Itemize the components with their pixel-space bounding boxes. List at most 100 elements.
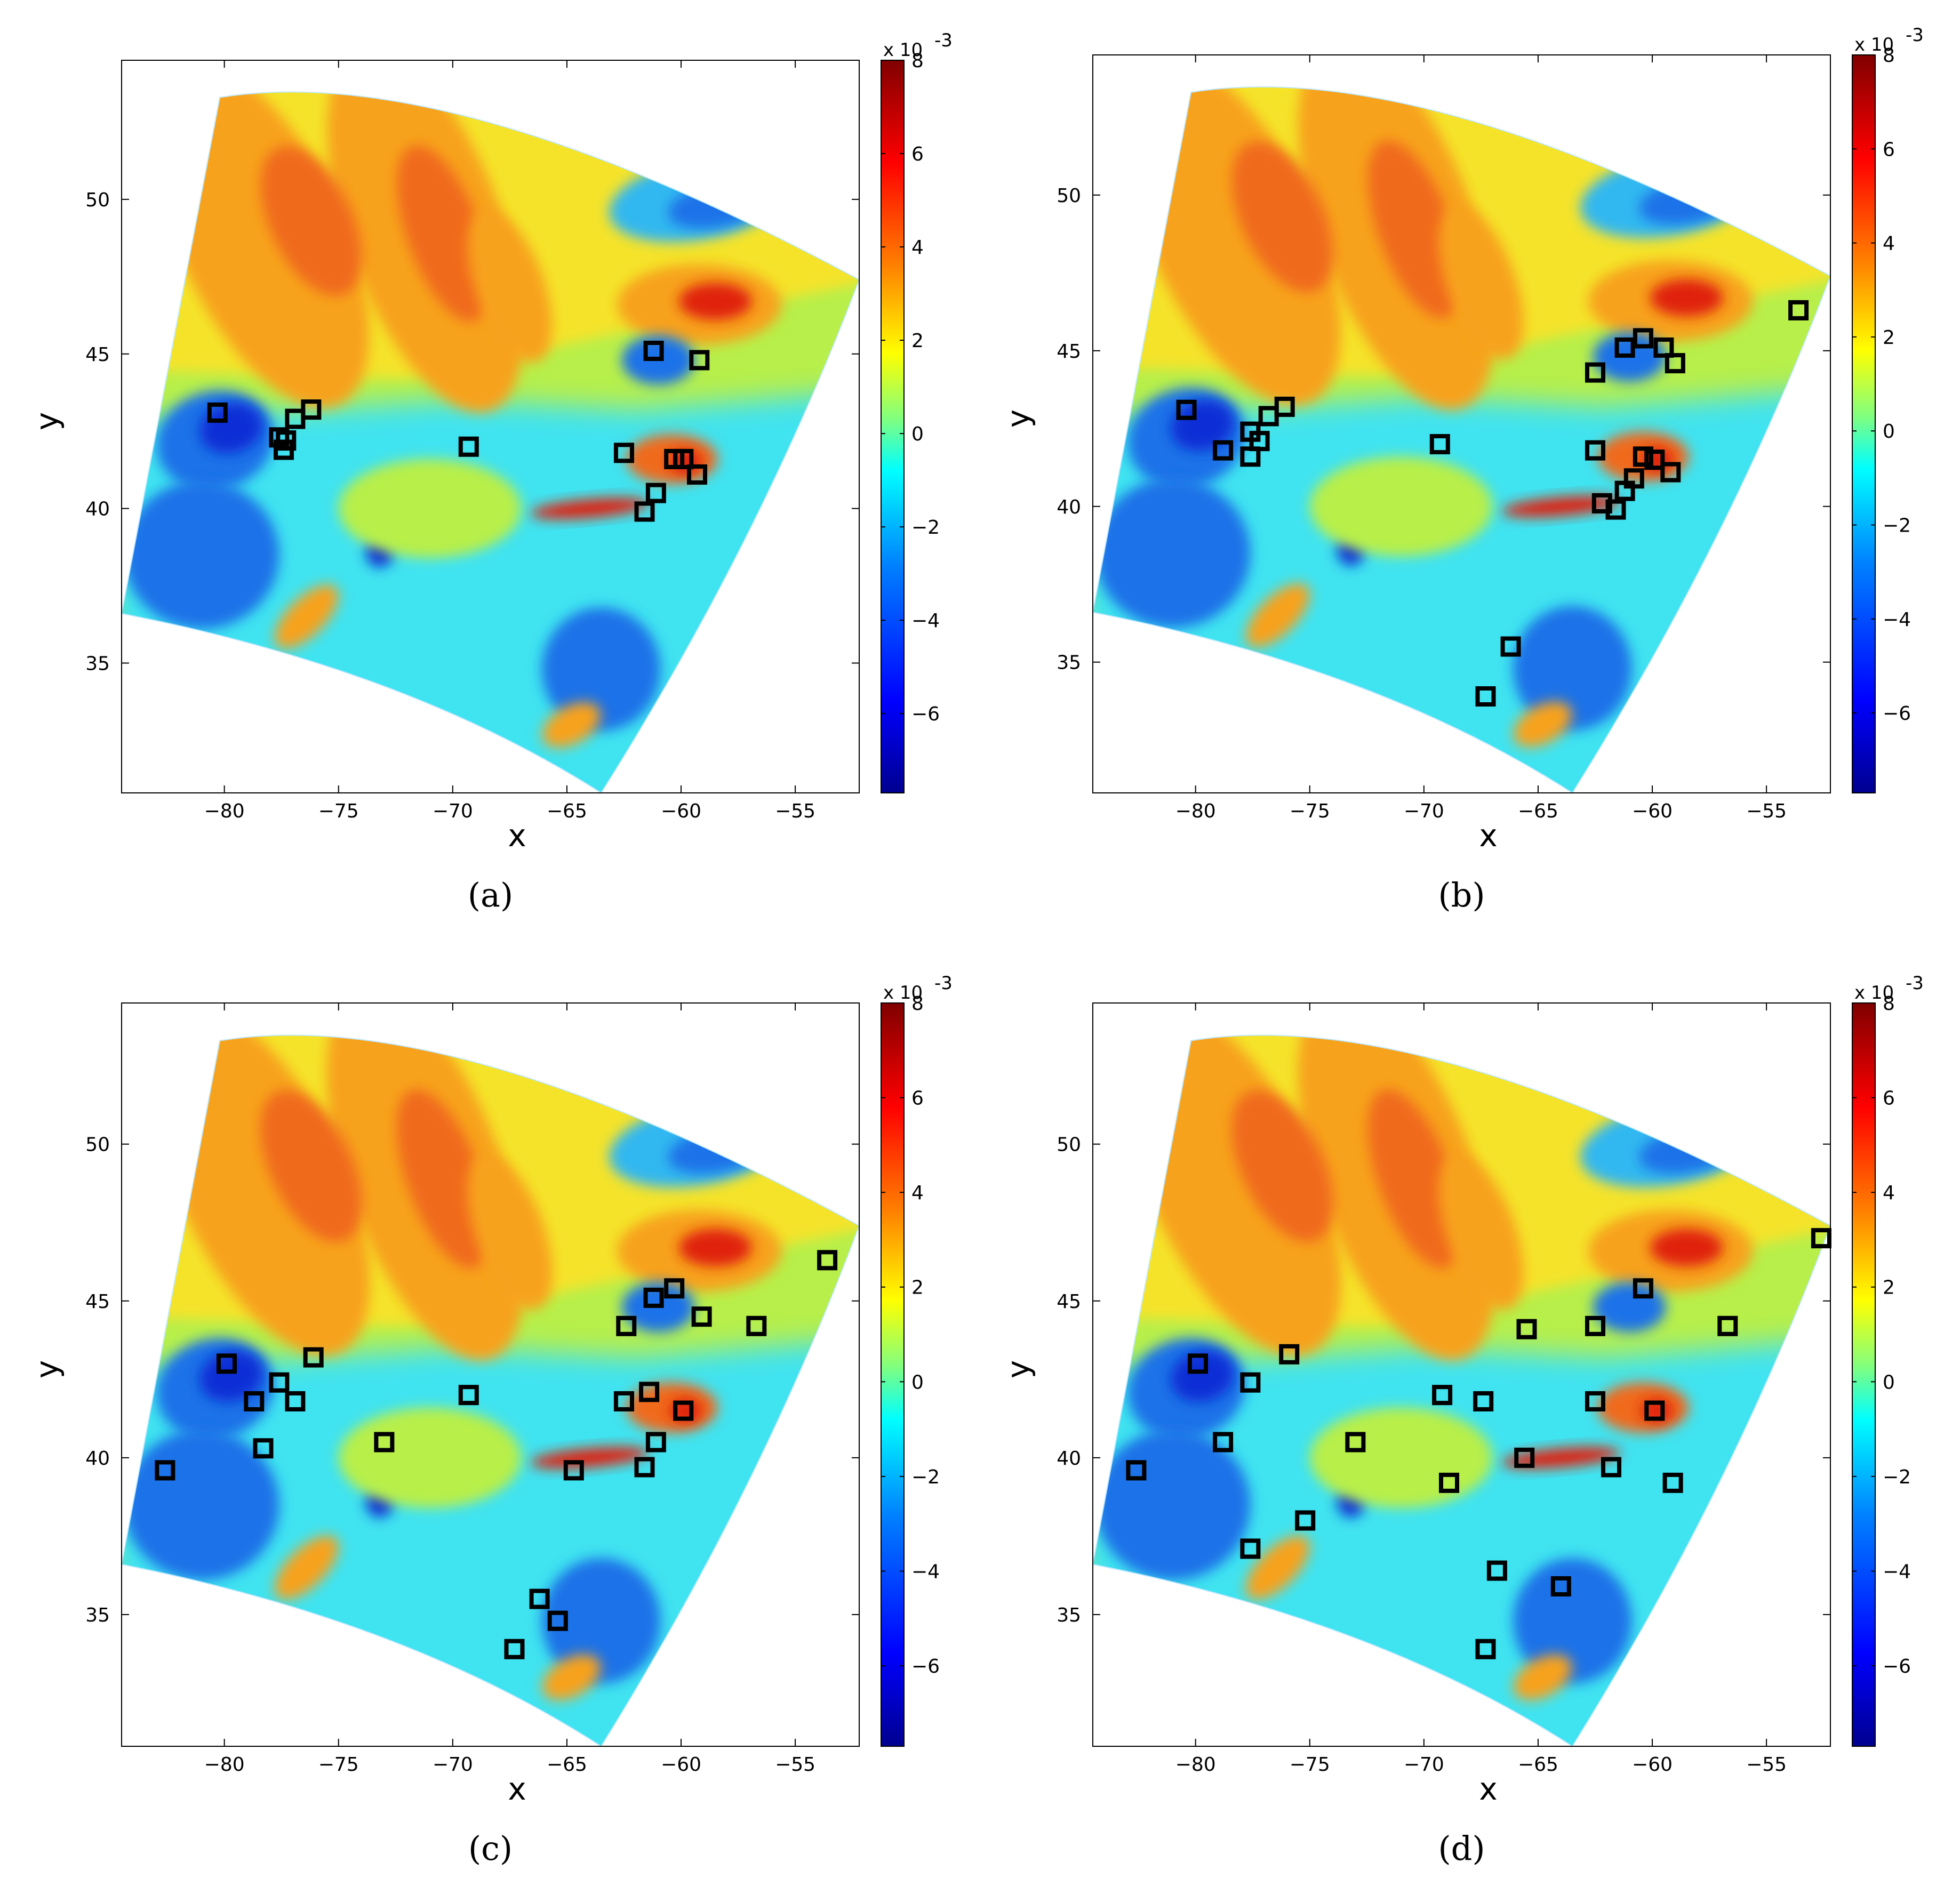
colorbar-tick-label: 8 (1883, 45, 1895, 67)
y-tick-label: 35 (1057, 1604, 1081, 1626)
station-marker (1665, 353, 1685, 374)
colorbar-exponent: -3 (1906, 973, 1924, 994)
x-tick-label: −65 (547, 1754, 587, 1776)
colorbar-tick-label: −6 (911, 703, 940, 725)
station-marker (643, 341, 664, 361)
station-marker (374, 1432, 395, 1452)
x-tick-label: −80 (204, 1754, 245, 1776)
station-marker (303, 1347, 324, 1368)
x-tick-label: −60 (1632, 1754, 1673, 1776)
station-marker (1258, 406, 1279, 427)
colorbar-tick-label: −4 (911, 610, 940, 632)
y-tick-label: 35 (85, 653, 110, 675)
station-marker (1475, 686, 1496, 707)
colorbar-tick-label: −2 (911, 1466, 940, 1488)
station-marker (614, 443, 634, 463)
panel-4: −80 −75 −70 −65 −60 −55 35 40 45 50 x y (d) −6 −4 −2 0 2 4… (1000, 973, 1924, 1868)
station-marker (253, 1438, 274, 1459)
panel-label: (a) (468, 876, 513, 914)
panels: −80 −75 −70 −65 −60 −5535404550xy(a)−6−4−2024… (29, 25, 1924, 1868)
station-marker (1279, 1344, 1300, 1365)
x-tick-label: −75 (1290, 800, 1330, 822)
station-marker (689, 350, 710, 371)
station-marker (207, 402, 228, 423)
station-marker (1633, 328, 1653, 349)
station-marker (1585, 362, 1605, 383)
station-marker (1295, 1510, 1316, 1531)
x-tick-label: −70 (433, 1754, 473, 1776)
colorbar (881, 60, 905, 793)
station-marker (1662, 1472, 1683, 1493)
y-tick-label: 35 (85, 1604, 110, 1626)
station-marker (269, 1372, 290, 1393)
x-axis-label: x (1479, 817, 1497, 854)
colorbar-tick-label: 2 (911, 330, 924, 352)
y-tick-label: 50 (85, 189, 110, 211)
colorbar-tick-label: 8 (911, 993, 924, 1015)
x-tick-label: −60 (1632, 800, 1673, 822)
station-marker (1240, 446, 1261, 467)
station-marker (1439, 1472, 1459, 1493)
station-marker (645, 483, 666, 503)
x-tick-label: −80 (1175, 1754, 1216, 1776)
colorbar (881, 1002, 905, 1747)
station-marker (634, 1457, 655, 1478)
y-axis-label: y (29, 412, 65, 430)
station-marker (285, 1391, 306, 1411)
colorbar-tick-label: −2 (1883, 1466, 1911, 1488)
station-marker (1614, 480, 1635, 501)
x-tick-label: −70 (433, 800, 473, 822)
x-tick-label: −70 (1404, 1754, 1444, 1776)
colorbar-tick-label: 6 (1883, 1088, 1895, 1110)
colorbar-tick-label: 0 (911, 423, 924, 445)
axes-box (121, 1002, 860, 1747)
station-marker (634, 501, 655, 522)
y-tick-label: 45 (1057, 341, 1081, 363)
colorbar-tick-label: 6 (911, 143, 924, 165)
colorbar-tick-label: 0 (1883, 1371, 1895, 1393)
y-tick-label: 40 (1057, 1448, 1081, 1470)
x-tick-label: −80 (1175, 800, 1216, 822)
panel-label: (b) (1438, 876, 1485, 914)
station-marker (563, 1460, 584, 1481)
station-marker (1486, 1560, 1507, 1581)
panel-1: −80 −75 −70 −65 −60 −55 35 40 45 50 x y (a) −6 −4 −2 0 2 4… (29, 30, 953, 914)
station-marker (529, 1588, 550, 1609)
station-marker (1585, 1315, 1605, 1336)
colorbar-tick-label: 0 (1883, 421, 1895, 443)
station-marker (643, 1287, 664, 1308)
x-tick-label: −75 (1290, 1754, 1330, 1776)
station-marker (1429, 434, 1450, 454)
colorbar-tick-label: 0 (911, 1371, 924, 1393)
station-marker (673, 448, 694, 469)
station-marker (817, 1250, 838, 1271)
station-marker (1660, 462, 1681, 483)
station-marker (1585, 440, 1605, 461)
station-marker (1240, 1538, 1261, 1559)
panel-2: −80 −75 −70 −65 −60 −55 35 40 45 50 x y (b) −6 −4 −2 0 2 4… (1000, 25, 1924, 914)
station-marker (1653, 337, 1674, 358)
station-marker (1514, 1447, 1535, 1468)
x-axis-label: x (508, 1771, 526, 1807)
station-marker (746, 1315, 767, 1336)
station-marker (1176, 399, 1197, 420)
colorbar-tick-label: −6 (911, 1656, 940, 1678)
y-tick-label: 50 (85, 1134, 110, 1156)
station-marker (1717, 1315, 1738, 1336)
colorbar-tick-label: 2 (1883, 327, 1895, 349)
x-tick-label: −75 (318, 1754, 359, 1776)
y-tick-label: 40 (1057, 496, 1081, 518)
colorbar-tick-label: −6 (1883, 703, 1911, 725)
colorbar-multiplier: x 10 (883, 982, 923, 1004)
colorbar-tick-label: −4 (911, 1561, 940, 1583)
colorbar-tick-label: 2 (1883, 1277, 1895, 1299)
colorbar-exponent: -3 (1906, 25, 1924, 46)
x-tick-label: −80 (204, 800, 245, 822)
x-tick-label: −75 (318, 800, 359, 822)
station-marker (664, 1278, 685, 1299)
station-marker (504, 1639, 525, 1659)
colorbar (1852, 54, 1876, 793)
station-marker (673, 1400, 694, 1421)
station-marker (458, 1385, 479, 1406)
colorbar-tick-label: −6 (1883, 1656, 1911, 1678)
